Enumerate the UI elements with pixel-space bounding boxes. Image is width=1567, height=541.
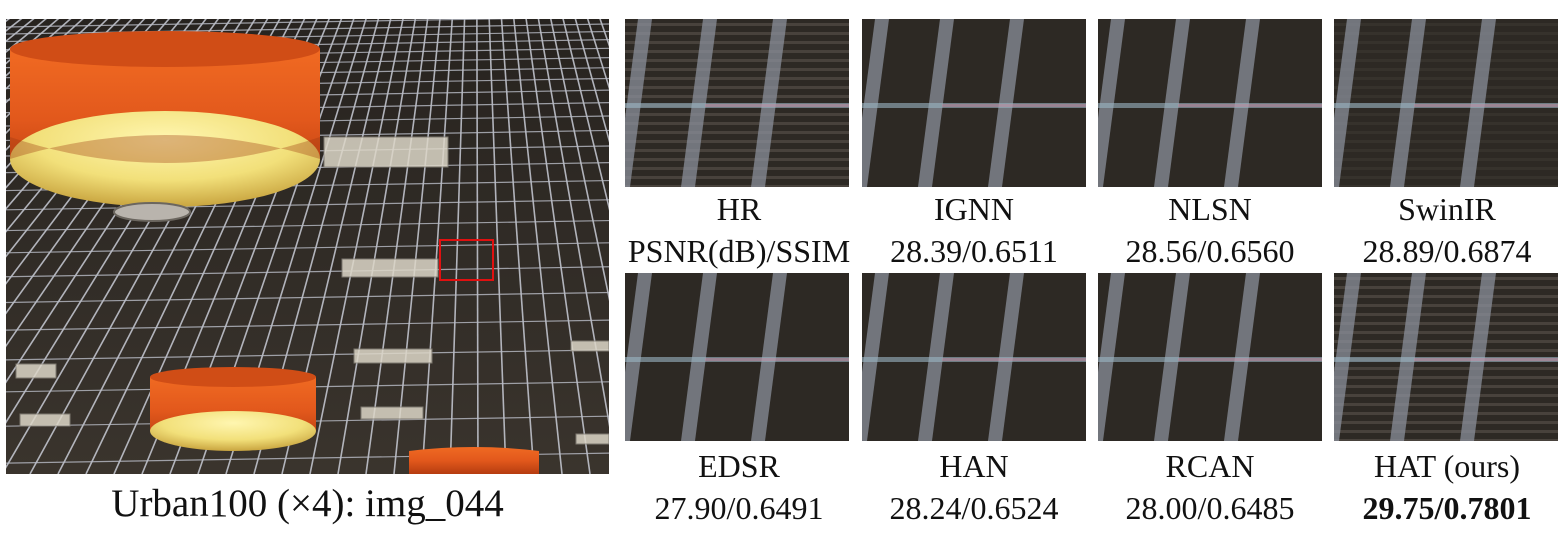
method-name: HAT (ours)	[1373, 448, 1521, 484]
method-name: NLSN	[1168, 191, 1252, 227]
round-fixture	[113, 202, 191, 222]
crop-tile-rcan	[1098, 273, 1322, 441]
main-image	[6, 19, 609, 474]
crop-tile-ignn	[862, 19, 1086, 187]
lamp-medium	[150, 367, 316, 451]
method-score: 27.90/0.6491	[654, 490, 824, 526]
light-panels	[15, 136, 609, 445]
crop-tile-edsr	[625, 273, 849, 441]
method-name: EDSR	[698, 448, 780, 484]
method-name: IGNN	[934, 191, 1014, 227]
lamp-small	[409, 447, 539, 474]
method-name: SwinIR	[1398, 191, 1496, 227]
crop-tile-hr	[625, 19, 849, 187]
method-score: PSNR(dB)/SSIM	[627, 233, 851, 269]
method-score: 28.39/0.6511	[890, 233, 1058, 269]
lamp-large	[10, 31, 320, 207]
method-score: 28.24/0.6524	[889, 490, 1059, 526]
image-label: Urban100 (×4): img_044	[111, 482, 504, 525]
crop-region-box	[439, 239, 494, 281]
method-name: HR	[716, 191, 762, 227]
method-score: 29.75/0.7801	[1362, 490, 1532, 526]
method-score: 28.56/0.6560	[1125, 233, 1295, 269]
crop-tile-nlsn	[1098, 19, 1322, 187]
method-name: RCAN	[1165, 448, 1255, 484]
method-score: 28.00/0.6485	[1125, 490, 1295, 526]
method-name: HAN	[939, 448, 1009, 484]
crop-tile-hat-ours	[1334, 273, 1558, 441]
method-score: 28.89/0.6874	[1362, 233, 1532, 269]
crop-tile-han	[862, 273, 1086, 441]
crop-tile-swinir	[1334, 19, 1558, 187]
